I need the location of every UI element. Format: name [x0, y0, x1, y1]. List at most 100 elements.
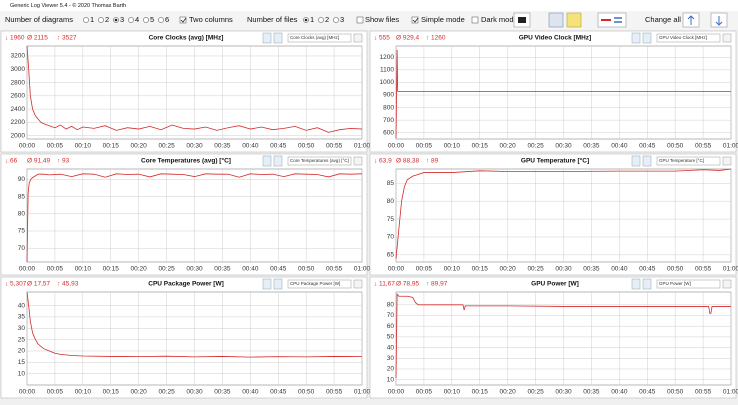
y-tick-label: 10	[18, 370, 26, 377]
x-tick-label: 00:30	[186, 143, 203, 150]
stat: Ø 2115	[27, 35, 48, 42]
icon-button[interactable]	[273, 155, 283, 167]
icon-button[interactable]	[262, 32, 272, 44]
stat: ↓ 63,9	[374, 158, 392, 165]
icon-button[interactable]	[631, 278, 641, 290]
checkbox[interactable]	[356, 16, 364, 24]
selector-button[interactable]	[722, 156, 732, 166]
radio[interactable]	[83, 17, 89, 23]
x-tick-label: 00:45	[270, 266, 287, 273]
panel-title: GPU Temperature [°C]	[521, 157, 589, 165]
selector[interactable]	[287, 156, 352, 166]
radio[interactable]	[143, 17, 149, 23]
y-tick-label: 85	[387, 180, 395, 187]
x-tick-label: 00:50	[667, 389, 684, 396]
stat: ↓ 555	[374, 35, 390, 42]
x-tick-label: 00:40	[611, 266, 628, 273]
x-tick-label: 00:20	[500, 266, 517, 273]
y-tick-label: 90	[18, 176, 26, 183]
icon-button[interactable]	[273, 32, 283, 44]
x-tick-label: 00:15	[472, 389, 489, 396]
x-tick-label: 00:15	[103, 143, 120, 150]
y-tick-label: 600	[383, 129, 394, 136]
stat: ↑ 89	[426, 158, 439, 165]
selector-button[interactable]	[353, 33, 363, 43]
selector-button[interactable]	[353, 279, 363, 289]
option: 1	[310, 15, 314, 24]
radio-group	[83, 17, 339, 23]
y-tick-label: 30	[18, 325, 26, 332]
x-tick-label: 00:25	[158, 143, 175, 150]
selector[interactable]	[656, 33, 721, 43]
radio[interactable]	[318, 17, 324, 23]
stat: Ø 929,4	[396, 35, 420, 42]
checkbox[interactable]	[411, 16, 419, 24]
selector[interactable]	[287, 33, 352, 43]
y-tick-label: 80	[387, 198, 395, 205]
y-tick-label: 2600	[11, 93, 26, 100]
icon-button[interactable]	[262, 155, 272, 167]
x-tick-label: 00:10	[444, 389, 461, 396]
x-tick-label: 00:45	[639, 266, 656, 273]
y-tick-label: 900	[383, 92, 394, 99]
y-tick-label: 2400	[11, 106, 26, 113]
title-bar	[0, 0, 738, 11]
x-tick-label: 00:10	[75, 266, 92, 273]
stat: ↑ 93	[57, 158, 70, 165]
radio[interactable]	[333, 17, 339, 23]
stat: ↓ 66	[5, 158, 18, 165]
x-tick-label: 00:15	[103, 266, 120, 273]
selector-button[interactable]	[722, 33, 732, 43]
selector-button[interactable]	[353, 156, 363, 166]
selector[interactable]	[656, 156, 721, 166]
label: Show files	[365, 15, 399, 24]
x-tick-label: 00:30	[186, 266, 203, 273]
x-tick-label: 00:40	[611, 389, 628, 396]
x-tick-label: 00:10	[75, 389, 92, 396]
radio[interactable]	[98, 17, 104, 23]
x-tick-label: 00:05	[47, 389, 64, 396]
y-tick-label: 70	[18, 245, 26, 252]
data-line	[395, 293, 731, 378]
selector-text: GPU Power [W]	[659, 281, 691, 286]
icon-button[interactable]	[273, 278, 283, 290]
stat: Ø 88,38	[396, 158, 420, 165]
icon-button[interactable]	[631, 32, 641, 44]
y-tick-label: 65	[387, 252, 395, 259]
x-tick-label: 00:25	[158, 389, 175, 396]
y-tick-label: 20	[387, 366, 395, 373]
y-tick-label: 800	[383, 104, 394, 111]
stat: Ø 91,49	[27, 158, 51, 165]
selector[interactable]	[656, 279, 721, 289]
camera-icon	[518, 17, 526, 23]
panel-title: Core Clocks (avg) [MHz]	[149, 35, 224, 42]
icon-button[interactable]	[642, 155, 652, 167]
data-line	[26, 173, 363, 263]
selector-text: GPU Video Clock [MHz]	[659, 35, 707, 40]
icon-button[interactable]	[631, 155, 641, 167]
icon-button[interactable]	[262, 278, 272, 290]
x-tick-label: 01:00	[354, 389, 371, 396]
checkbox[interactable]	[471, 16, 479, 24]
option: 6	[165, 15, 169, 24]
x-tick-label: 00:30	[555, 266, 572, 273]
x-tick-label: 01:00	[723, 389, 738, 396]
selector[interactable]	[287, 279, 352, 289]
option: 1	[90, 15, 94, 24]
checkbox[interactable]	[179, 16, 187, 24]
stat: ↑ 89,97	[426, 281, 448, 288]
save-button[interactable]	[548, 12, 564, 28]
radio[interactable]	[128, 17, 134, 23]
radio[interactable]	[158, 17, 164, 23]
icon-button[interactable]	[642, 278, 652, 290]
selector-text: GPU Temperature [°C]	[659, 158, 704, 163]
open-button[interactable]	[566, 12, 582, 28]
option: 3	[340, 15, 344, 24]
stat: ↓ 11,67	[374, 281, 395, 288]
selector-button[interactable]	[722, 279, 732, 289]
y-tick-label: 15	[18, 359, 26, 366]
x-tick-label: 00:50	[667, 266, 684, 273]
color-button[interactable]	[597, 12, 627, 28]
checkbox-group	[179, 16, 479, 24]
icon-button[interactable]	[642, 32, 652, 44]
